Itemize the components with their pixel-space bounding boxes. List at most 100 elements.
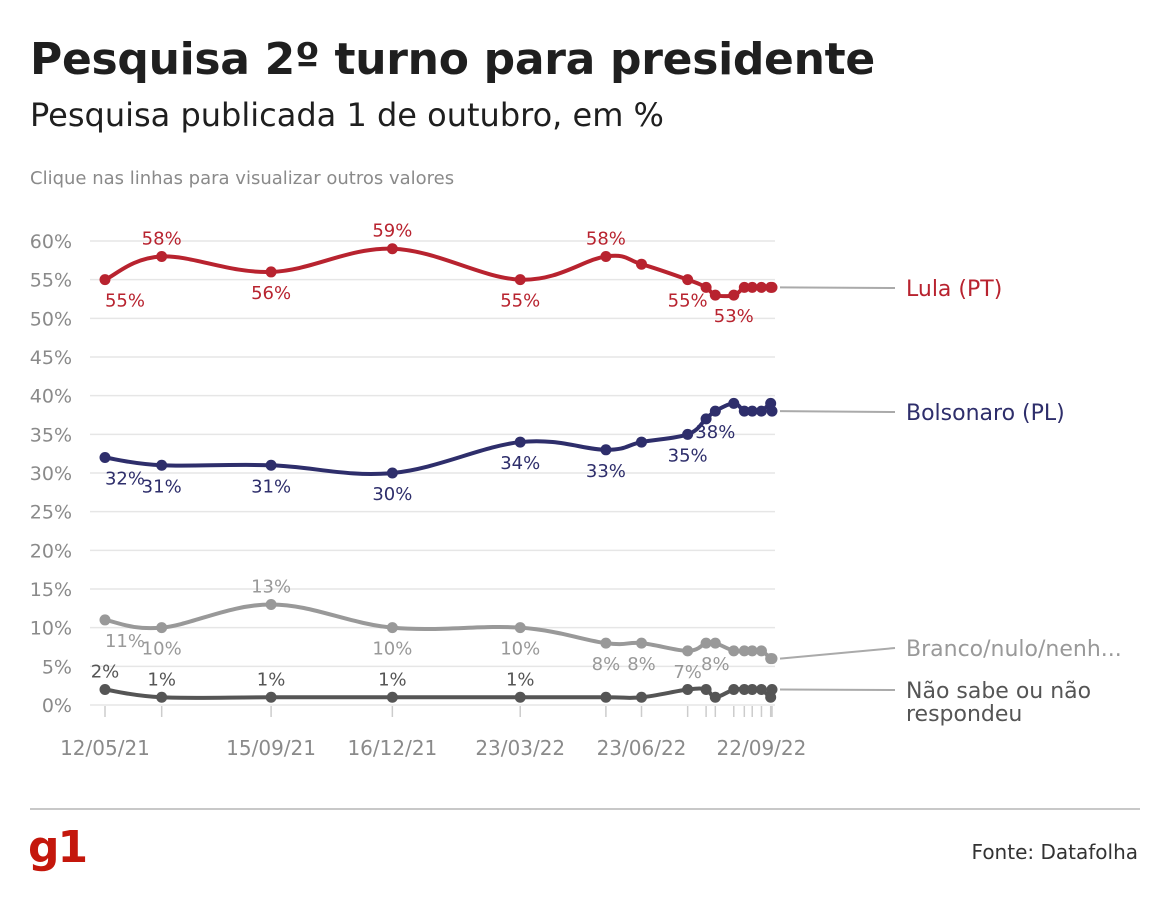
data-point (265, 598, 277, 610)
data-label: 10% (142, 639, 182, 660)
line-chart[interactable]: 0% 5% 10% 15% 20% 25% 30% 35% 40% 45% 50% 55% 60% 12/… (0, 0, 1164, 800)
data-point (386, 691, 398, 703)
data-point (746, 684, 758, 696)
data-label: 13% (251, 576, 291, 597)
data-point (766, 405, 778, 417)
data-point (709, 691, 721, 703)
data-label: 58% (586, 228, 626, 249)
data-point (709, 405, 721, 417)
y-tick-label: 20% (30, 540, 72, 562)
data-point (99, 452, 111, 464)
data-point (514, 691, 526, 703)
data-label: 55% (668, 291, 708, 312)
data-point (738, 281, 750, 293)
data-point (156, 250, 168, 262)
data-point (636, 637, 647, 649)
series-line-2 (103, 602, 774, 662)
data-point (636, 691, 647, 703)
data-label: 32% (105, 469, 145, 490)
data-point (636, 436, 647, 448)
interaction-hint: Clique nas linhas para visualizar outros… (30, 168, 455, 189)
data-point (728, 289, 740, 301)
data-point (746, 645, 758, 657)
data-label: 59% (372, 221, 412, 242)
data-label: 56% (251, 283, 291, 304)
data-label: 2% (91, 662, 120, 683)
data-label: 58% (142, 228, 182, 249)
source-note: Fonte: Datafolha (971, 840, 1138, 864)
data-point (386, 622, 398, 634)
data-point (99, 274, 111, 286)
chart-subtitle: Pesquisa publicada 1 de outubro, em % (30, 96, 664, 134)
data-label: 35% (668, 445, 708, 466)
x-tick-label: 23/06/22 (597, 736, 687, 760)
legend-leader (779, 286, 896, 289)
y-tick-label: 5% (42, 656, 72, 678)
y-tick-label: 55% (30, 270, 72, 292)
data-point (746, 405, 758, 417)
data-label: 31% (142, 476, 182, 497)
data-point (700, 413, 712, 425)
data-label: 8% (627, 654, 656, 675)
data-point (514, 622, 526, 634)
data-point (709, 289, 721, 301)
data-point (728, 684, 740, 696)
x-tick-label: 15/09/21 (226, 736, 316, 760)
data-point (156, 622, 168, 634)
data-point (682, 684, 694, 696)
data-label: 55% (105, 291, 145, 312)
y-tick-label: 45% (30, 347, 72, 369)
data-label: 8% (701, 654, 730, 675)
data-point (265, 459, 277, 471)
footer-divider (30, 808, 1140, 810)
data-label: 1% (147, 669, 176, 690)
data-point (386, 243, 398, 255)
data-label: 34% (500, 453, 540, 474)
chart-title: Pesquisa 2º turno para presidente (30, 34, 875, 85)
data-label: 10% (372, 639, 412, 660)
data-point (265, 266, 277, 278)
data-label: 7% (673, 662, 702, 683)
data-point (600, 637, 612, 649)
data-point (682, 645, 694, 657)
data-point (514, 274, 526, 286)
data-point (746, 281, 758, 293)
data-point (738, 645, 750, 657)
y-tick-label: 35% (30, 424, 72, 446)
legend-leader (779, 410, 896, 413)
y-tick-label: 50% (30, 308, 72, 330)
data-point (766, 281, 778, 293)
data-label: 11% (105, 631, 145, 652)
data-point (738, 405, 750, 417)
legend-label: Bolsonaro (PL) (906, 401, 1065, 426)
data-point (755, 281, 767, 293)
series-line-3 (103, 686, 774, 700)
data-label: 1% (257, 669, 286, 690)
x-tick-label: 22/09/22 (717, 736, 807, 760)
data-point (766, 684, 778, 696)
data-label: 1% (378, 669, 407, 690)
data-point (99, 614, 111, 626)
legend-label: Não sabe ou não (906, 679, 1091, 704)
data-point (755, 405, 767, 417)
y-tick-label: 0% (42, 695, 72, 717)
data-point (766, 653, 778, 665)
data-point (156, 691, 168, 703)
y-tick-label: 40% (30, 386, 72, 408)
data-point (514, 436, 526, 448)
data-label: 55% (500, 291, 540, 312)
data-point (728, 397, 740, 409)
data-label: 10% (500, 639, 540, 660)
y-tick-label: 30% (30, 463, 72, 485)
data-point (709, 637, 721, 649)
data-point (600, 444, 612, 456)
y-tick-label: 60% (30, 231, 72, 253)
data-point (600, 250, 612, 262)
data-point (755, 645, 767, 657)
data-point (265, 691, 277, 703)
data-label: 33% (586, 461, 626, 482)
y-tick-label: 10% (30, 618, 72, 640)
data-label: 31% (251, 476, 291, 497)
legend-label: respondeu (906, 702, 1022, 727)
series-line-0 (103, 246, 774, 299)
